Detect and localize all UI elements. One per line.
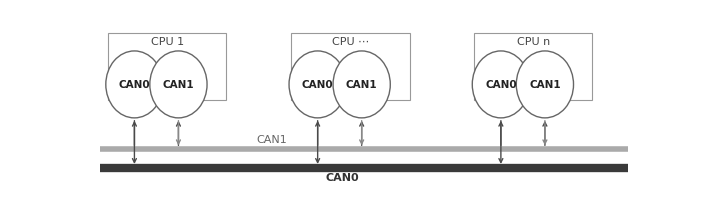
Ellipse shape: [333, 52, 390, 118]
Text: CPU n: CPU n: [517, 36, 550, 46]
Text: CAN0: CAN0: [302, 80, 334, 90]
Ellipse shape: [516, 52, 574, 118]
Text: CAN0: CAN0: [325, 172, 359, 182]
Text: CAN1: CAN1: [163, 80, 195, 90]
Text: CAN1: CAN1: [346, 80, 378, 90]
Text: CAN1: CAN1: [256, 135, 288, 145]
FancyBboxPatch shape: [291, 34, 410, 101]
FancyBboxPatch shape: [108, 34, 226, 101]
Text: CPU ⋯: CPU ⋯: [332, 36, 369, 46]
Ellipse shape: [106, 52, 163, 118]
Text: CAN1: CAN1: [529, 80, 561, 90]
Text: CAN0: CAN0: [485, 80, 517, 90]
FancyBboxPatch shape: [474, 34, 592, 101]
Text: CAN0: CAN0: [119, 80, 151, 90]
Text: CPU 1: CPU 1: [151, 36, 184, 46]
Ellipse shape: [289, 52, 346, 118]
Ellipse shape: [150, 52, 207, 118]
Ellipse shape: [472, 52, 530, 118]
